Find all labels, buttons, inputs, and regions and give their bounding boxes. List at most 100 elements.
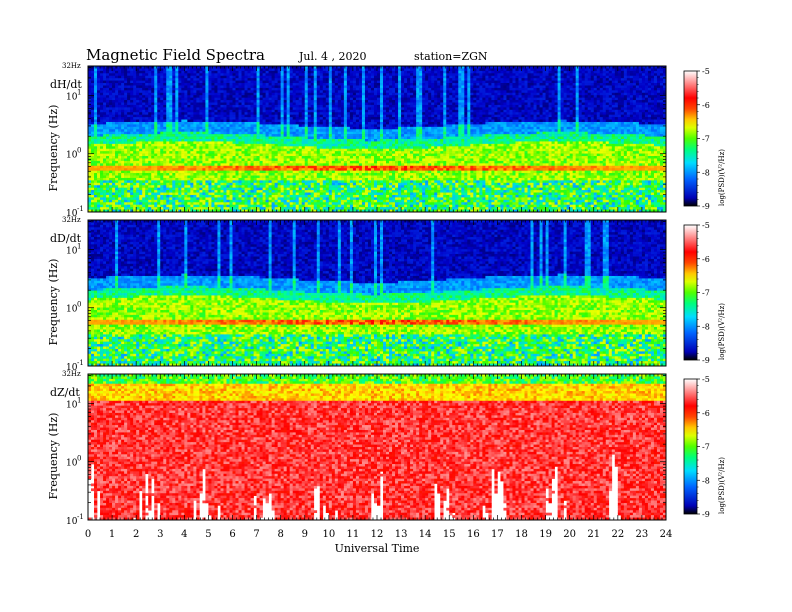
spectrogram-cell [202, 146, 206, 150]
spectrogram-cell [286, 73, 290, 77]
spectrogram-cell [331, 168, 336, 171]
spectrogram-cell [97, 168, 101, 171]
spectrogram-cell [244, 180, 248, 184]
spectrogram-cell [313, 68, 318, 72]
spectrogram-cell [319, 68, 324, 72]
spectrogram-cell [307, 73, 312, 77]
spectrogram-cell [271, 124, 275, 128]
spectrogram-cell [328, 95, 333, 98]
spectrogram-cell [151, 141, 155, 145]
spectrogram-cell [139, 85, 143, 89]
spectrogram-cell [292, 136, 297, 140]
spectrogram-cell [268, 185, 272, 188]
spectrogram-cell [166, 194, 170, 198]
spectrogram-cell [145, 151, 149, 154]
spectrogram-cell [235, 97, 239, 101]
spectrogram-cell [229, 187, 233, 191]
spectrogram-cell [115, 175, 119, 179]
spectrogram-cell [301, 192, 306, 196]
spectrogram-cell [295, 100, 300, 103]
spectrogram-cell [265, 139, 269, 142]
spectrogram-cell [97, 151, 101, 154]
spectrogram-cell [91, 139, 95, 142]
spectrogram-cell [112, 131, 116, 135]
spectrogram-cell [151, 209, 155, 213]
spectrogram-cell [190, 102, 194, 106]
spectrogram-cell [319, 70, 324, 74]
spectrogram-cell [193, 66, 197, 69]
spectrogram-cell [247, 90, 251, 94]
spectrogram-cell [178, 131, 182, 135]
spectrogram-cell [181, 153, 185, 157]
spectrogram-cell [259, 151, 263, 154]
spectrogram-cell [112, 87, 116, 91]
spectrogram-cell [199, 131, 203, 135]
spectrogram-cell [187, 80, 191, 84]
spectrogram-cell [247, 180, 251, 184]
spectrogram-cell [274, 73, 278, 77]
spectrogram-cell [142, 139, 146, 142]
spectrogram-cell [289, 173, 294, 176]
spectrogram-cell [178, 182, 182, 186]
spectrogram-cell [88, 73, 92, 77]
spectrogram-cell [295, 102, 300, 106]
spectrogram-cell [295, 66, 300, 69]
spectrogram-cell [151, 66, 155, 69]
spectrogram-cell [199, 73, 203, 77]
spectrogram-cell [265, 163, 269, 167]
spectrogram-cell [169, 83, 173, 86]
spectrogram-cell [256, 100, 260, 103]
spectrogram-cell [301, 100, 306, 103]
spectrogram-cell [274, 177, 278, 181]
spectrogram-cell [241, 73, 245, 77]
spectrogram-cell [208, 156, 212, 159]
spectrogram-cell [310, 92, 315, 96]
spectrogram-cell [274, 139, 278, 142]
spectrogram-cell [184, 95, 188, 98]
spectrogram-cell [160, 202, 164, 205]
spectrogram-cell [97, 78, 101, 81]
spectrogram-cell [157, 78, 161, 81]
spectrogram-cell [151, 163, 155, 167]
spectrogram-cell [169, 207, 173, 210]
spectrogram-cell [139, 156, 143, 159]
spectrogram-cell [226, 136, 230, 140]
spectrogram-cell [334, 83, 339, 86]
spectrogram-cell [151, 202, 155, 205]
spectrogram-cell [253, 66, 257, 69]
spectrogram-cell [247, 68, 251, 72]
spectrogram-cell [259, 85, 263, 89]
spectrogram-cell [148, 148, 152, 152]
spectrogram-cell [226, 170, 230, 174]
spectrogram-cell [142, 87, 146, 91]
spectrogram-cell [199, 204, 203, 208]
spectrogram-cell [142, 192, 146, 196]
spectrogram-cell [100, 75, 104, 79]
spectrogram-cell [253, 83, 257, 86]
spectrogram-cell [244, 95, 248, 98]
spectrogram-cell [319, 85, 324, 89]
spectrogram-cell [310, 102, 315, 106]
spectrogram-cell [163, 175, 167, 179]
spectrogram-cell [268, 131, 272, 135]
spectrogram-cell [283, 194, 287, 198]
spectrogram-cell [124, 83, 128, 86]
spectrogram-cell [100, 102, 104, 106]
spectrogram-cell [106, 112, 110, 115]
spectrogram-cell [214, 75, 218, 79]
spectrogram-cell [223, 100, 227, 103]
spectrogram-cell [208, 104, 212, 108]
spectrogram-cell [229, 143, 233, 147]
spectrogram-cell [172, 192, 176, 196]
spectrogram-cell [154, 199, 158, 203]
spectrogram-cell [250, 175, 254, 179]
spectrogram-cell [199, 124, 203, 128]
spectrogram-cell [271, 141, 275, 145]
spectrogram-cell [196, 207, 200, 210]
spectrogram-cell [307, 151, 312, 154]
spectrogram-cell [256, 139, 260, 142]
spectrogram-cell [100, 168, 104, 171]
spectrogram-cell [88, 114, 92, 118]
spectrogram-cell [271, 121, 275, 125]
spectrogram-cell [217, 148, 221, 152]
